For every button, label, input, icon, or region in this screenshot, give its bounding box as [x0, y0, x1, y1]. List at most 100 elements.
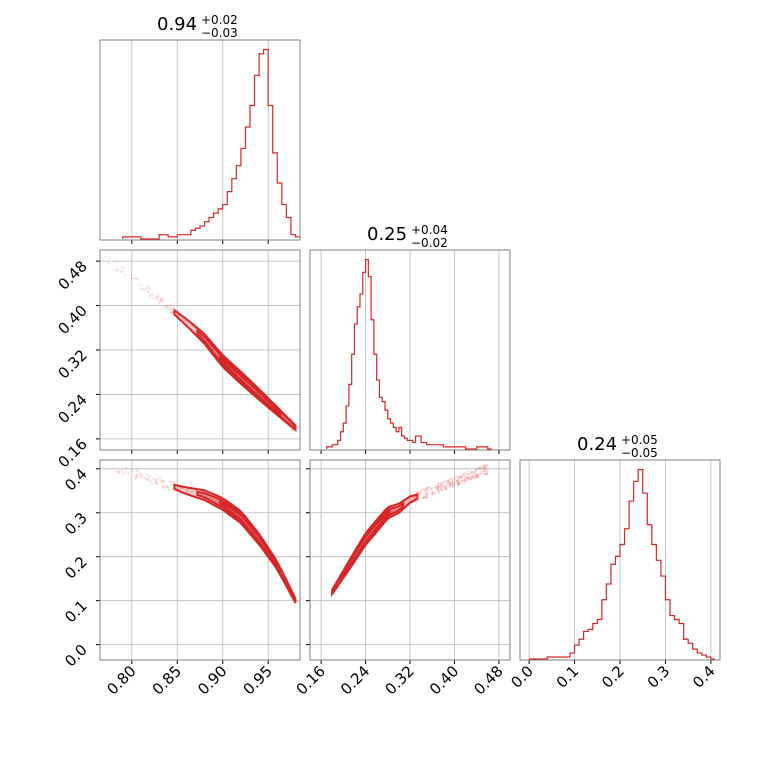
scatter-2-1-sample-point [425, 494, 428, 498]
scatter-2-1-sample-point [430, 486, 433, 489]
scatter-2-1-sample-point [425, 493, 428, 496]
scatter-1-0-sample-point [147, 290, 150, 293]
scatter-2-1-sample-point [485, 463, 488, 466]
scatter-1-0-sample-point [140, 283, 144, 286]
title-param-2: 0.24 [577, 434, 617, 455]
scatter-2-1-sample-point [422, 496, 425, 499]
scatter-2-0-sample-point [178, 487, 181, 491]
scatter-1-0-sample-point [121, 270, 124, 273]
scatter-1-0-sample-point [149, 293, 152, 297]
scatter-2-1-sample-point [422, 496, 425, 499]
scatter-2-1-sample-point [423, 495, 426, 498]
scatter-1-0-sample-point [123, 274, 126, 278]
scatter-2-1-sample-point [457, 483, 460, 486]
scatter-2-1-sample-point [469, 476, 473, 479]
scatter-2-1-sample-point [440, 483, 443, 487]
scatter-2-1-sample-point [456, 480, 459, 484]
scatter-2-1-sample-point [424, 488, 427, 491]
scatter-2-1-sample-point [472, 477, 475, 480]
scatter-2-0-sample-point [121, 473, 124, 477]
scatter-2-0-sample-point [134, 476, 138, 480]
scatter-2-1-sample-point [468, 478, 471, 481]
scatter-2-1-sample-point [483, 466, 487, 470]
scatter-2-1-sample-point [425, 488, 429, 491]
scatter-2-1-sample-point [432, 491, 435, 494]
scatter-1-0-sample-point [156, 296, 159, 299]
scatter-2-1-sample-point [441, 481, 444, 484]
scatter-2-1-sample-point [420, 497, 423, 500]
scatter-2-1-sample-point [456, 480, 460, 483]
scatter-1-0-sample-point [169, 307, 172, 310]
scatter-2-1-sample-point [467, 476, 470, 480]
scatter-2-0-sample-point [137, 469, 140, 472]
scatter-2-0-sample-point [180, 487, 184, 490]
scatter-1-0-sample-point [159, 300, 162, 304]
scatter-1-0-sample-point [166, 306, 169, 309]
scatter-1-0-sample-point [130, 277, 133, 280]
scatter-2-1-sample-point [463, 472, 466, 475]
scatter-2-1-sample-point [458, 479, 462, 482]
scatter-1-0-sample-point [119, 270, 123, 274]
scatter-2-1-sample-point [467, 472, 470, 475]
scatter-2-1-sample-point [474, 474, 477, 477]
scatter-2-1-sample-point [426, 496, 429, 499]
scatter-2-1-sample-point [473, 474, 476, 477]
scatter-2-1-sample-point [431, 486, 434, 490]
scatter-2-1-sample-point [486, 470, 489, 473]
scatter-2-1-sample-point [463, 480, 466, 484]
scatter-2-1-sample-point [447, 479, 450, 483]
scatter-2-1-sample-point [440, 485, 443, 489]
scatter-2-0-sample-point [186, 488, 189, 491]
scatter-2-1-sample-point [437, 482, 440, 485]
scatter-2-1-sample-point [412, 497, 415, 500]
scatter-2-1-sample-point [442, 485, 445, 488]
scatter-1-0-sample-point [290, 428, 293, 431]
scatter-2-0-sample-point [174, 481, 177, 484]
xaxis-param-1-xtick-label: 0.40 [426, 662, 462, 698]
xaxis-param-2-xtick-label: 0.2 [598, 662, 628, 692]
xaxis-param-0-xtick-label: 0.85 [149, 662, 185, 698]
scatter-2-1-sample-point [422, 488, 426, 491]
scatter-2-1-sample-point [419, 490, 423, 493]
scatter-2-1-sample-point [470, 470, 473, 473]
scatter-2-1-sample-point [476, 475, 480, 478]
scatter-2-1-sample-point [436, 488, 439, 491]
scatter-1-0-sample-point [160, 297, 163, 300]
title-param-0-minus: −0.03 [201, 26, 238, 40]
scatter-2-1-sample-point [434, 484, 437, 487]
scatter-2-0-sample-point [148, 479, 151, 482]
scatter-1-0-sample-point [152, 297, 155, 300]
scatter-2-1-sample-point [444, 487, 447, 490]
scatter-1-0-sample-point [108, 256, 111, 259]
scatter-1-0-sample-point [166, 309, 169, 312]
hist-2-histogram-step [529, 468, 715, 660]
scatter-2-1-sample-point [466, 478, 470, 481]
scatter-2-0-sample-point [163, 479, 166, 482]
scatter-2-1-sample-point [430, 487, 433, 491]
scatter-2-1-sample-point [436, 484, 439, 488]
scatter-2-1-sample-point [424, 491, 427, 494]
scatter-2-0-contour-level-0 [173, 483, 297, 604]
scatter-2-0-sample-point [134, 477, 137, 480]
scatter-2-1-sample-point [434, 492, 437, 495]
scatter-2-0-sample-point [146, 478, 149, 481]
scatter-1-0-sample-point [139, 288, 142, 291]
scatter-2-1-sample-point [456, 483, 460, 486]
scatter-2-0-sample-point [166, 485, 169, 488]
scatter-2-1-sample-point [467, 476, 470, 479]
scatter-2-1-sample-point [439, 484, 442, 487]
scatter-1-0-sample-point [157, 295, 160, 298]
scatter-2-1-sample-point [437, 486, 440, 489]
scatter-2-1-sample-point [437, 485, 440, 488]
scatter-2-1-sample-point [450, 484, 453, 487]
scatter-2-1-sample-point [464, 476, 467, 479]
scatter-2-0-sample-point [135, 474, 138, 477]
scatter-2-1-sample-point [479, 466, 482, 469]
scatter-2-1-sample-point [440, 488, 444, 491]
scatter-2-0-sample-point [154, 478, 157, 481]
yaxis-param-2-ytick-label: 0.0 [61, 641, 91, 671]
scatter-1-0-sample-point [184, 319, 187, 322]
scatter-2-0-sample-point [178, 486, 181, 490]
scatter-2-1-sample-point [425, 496, 428, 499]
scatter-2-1-sample-point [463, 479, 466, 482]
